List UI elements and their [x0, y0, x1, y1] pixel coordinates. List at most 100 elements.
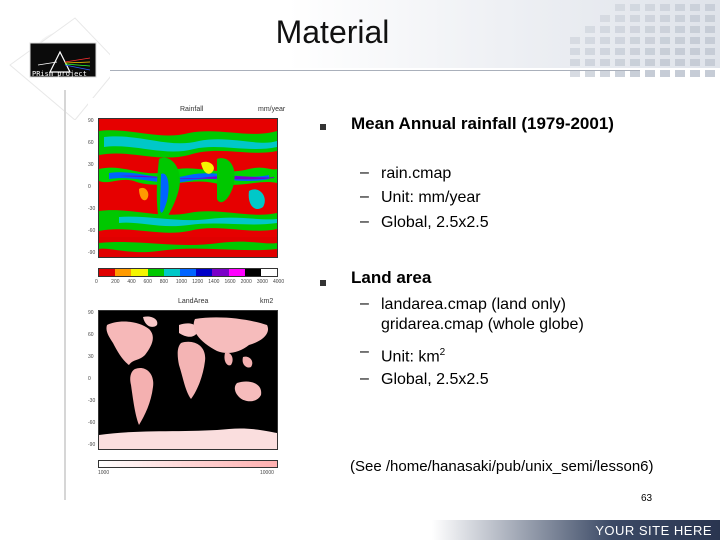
grid-square: [615, 15, 625, 22]
footer-site-text: YOUR SITE HERE: [595, 523, 712, 538]
unit-km: Unit: km: [381, 348, 440, 366]
grid-square: [585, 26, 595, 33]
lat-tick-label: 60: [88, 140, 94, 146]
grid-square: [675, 4, 685, 11]
grid-square: [660, 37, 670, 44]
slide-title: Material: [275, 14, 390, 50]
grid-square: [690, 26, 700, 33]
lat-tick-label: -30: [88, 206, 96, 212]
grid-square: [705, 48, 715, 55]
colorbar-swatch: [260, 269, 278, 276]
grid-square: [660, 59, 670, 66]
grid-square: [600, 26, 610, 33]
grid-square: [630, 37, 640, 44]
colorbar-tick-label: 800: [159, 279, 169, 285]
land-figure-unit: km2: [260, 298, 274, 305]
grid-square: [615, 26, 625, 33]
bullet-2-sub-1: landarea.cmap (land only) gridarea.cmap …: [381, 296, 584, 333]
grid-square: [570, 59, 580, 66]
lat-tick-label: -60: [88, 228, 96, 234]
grid-square: [705, 4, 715, 11]
colorbar-swatch: [244, 269, 261, 276]
grid-square: [600, 15, 610, 22]
rain-figure-unit: mm/year: [258, 106, 286, 113]
land-colorbar: [98, 460, 278, 468]
grid-square: [690, 37, 700, 44]
colorbar-tick-label: 2000: [240, 279, 252, 285]
dash-3: –: [360, 213, 369, 230]
grid-square: [615, 59, 625, 66]
title-divider: [60, 70, 640, 71]
grid-square: [645, 37, 655, 44]
colorbar-swatch: [212, 269, 229, 276]
dash-6: –: [360, 370, 369, 387]
bullet-marker-1: [320, 124, 326, 130]
grid-square: [690, 70, 700, 77]
grid-square: [660, 15, 670, 22]
grid-square: [660, 4, 670, 11]
lat-tick-label: -30: [88, 398, 96, 404]
lat-tick-label: 0: [88, 376, 91, 382]
grid-square: [585, 48, 595, 55]
dash-1: –: [360, 164, 369, 181]
grid-square: [705, 37, 715, 44]
colorbar-swatch: [99, 269, 116, 276]
colorbar-tick-label: 1600: [224, 279, 236, 285]
grid-square: [615, 4, 625, 11]
grid-square: [645, 70, 655, 77]
grid-square: [600, 59, 610, 66]
grid-square: [645, 26, 655, 33]
grid-square: [615, 37, 625, 44]
landarea-figure: LandArea km2 90 60 30 0 -30 -60 -90 1000 10000: [88, 296, 288, 482]
rain-colorbar: [98, 268, 278, 277]
grid-square: [570, 70, 580, 77]
bullet-1-sub-1: rain.cmap: [381, 165, 452, 182]
colorbar-swatch: [228, 269, 245, 276]
grid-square: [660, 70, 670, 77]
bullet-2-text: Land area: [351, 268, 432, 287]
land-figure-title: LandArea: [178, 298, 209, 305]
grid-square: [630, 59, 640, 66]
colorbar-swatch: [179, 269, 197, 276]
colorbar-swatch: [131, 269, 148, 276]
rainfall-map: [98, 118, 278, 258]
grid-square: [585, 37, 595, 44]
grid-square: [675, 37, 685, 44]
colorbar-tick-label: 0: [95, 279, 98, 285]
lat-tick-label: 30: [88, 162, 94, 168]
grid-square: [630, 26, 640, 33]
grid-square: [690, 15, 700, 22]
land-cbar-max: 10000: [260, 470, 274, 476]
grid-square: [675, 59, 685, 66]
grid-square: [570, 37, 580, 44]
lat-tick-label: -90: [88, 250, 96, 256]
grid-square: [705, 70, 715, 77]
colorbar-tick-label: 400: [127, 279, 136, 285]
colorbar-swatch: [147, 269, 164, 276]
bullet-2-sub-2: Unit: km2: [381, 343, 445, 367]
grid-square: [600, 70, 610, 77]
colorbar-swatch: [163, 269, 180, 276]
colorbar-tick-label: 200: [111, 279, 120, 285]
colorbar-tick-label: 1200: [192, 279, 204, 285]
grid-square: [690, 48, 700, 55]
bullet-1-sub-3: Global, 2.5x2.5: [381, 214, 489, 231]
grid-square: [615, 48, 625, 55]
reference-note: (See /home/hanasaki/pub/unix_semi/lesson…: [350, 458, 654, 475]
dash-4: –: [360, 295, 369, 312]
grid-square: [660, 48, 670, 55]
grid-square: [630, 4, 640, 11]
lat-tick-label: 90: [88, 310, 94, 316]
lat-tick-label: 60: [88, 332, 94, 338]
grid-square: [705, 26, 715, 33]
rainfall-figure: Rainfall mm/year 90 60 30 0 -30 -60 -90 0 200 40…: [88, 98, 288, 290]
dash-2: –: [360, 188, 369, 205]
grid-square: [570, 48, 580, 55]
grid-square: [660, 26, 670, 33]
colorbar-swatch: [196, 269, 213, 276]
colorbar-tick-label: 600: [143, 279, 152, 285]
colorbar-tick-label: 3000: [256, 279, 268, 285]
grid-square: [675, 26, 685, 33]
grid-square: [600, 48, 610, 55]
grid-square: [690, 59, 700, 66]
